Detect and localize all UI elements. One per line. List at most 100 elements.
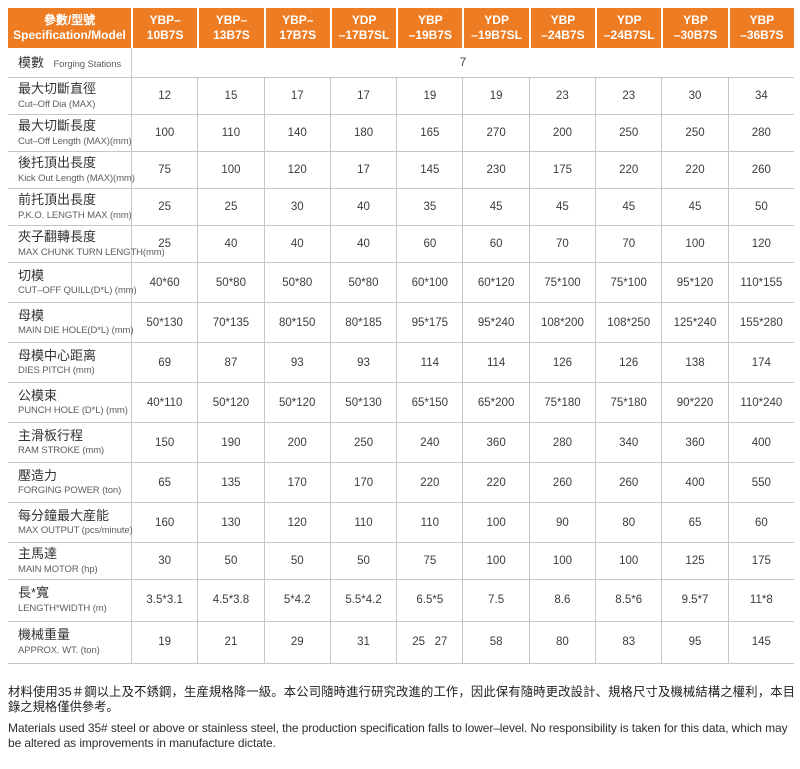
- spec-value-cell: 175: [727, 543, 794, 580]
- spec-value-cell: 34: [727, 78, 794, 115]
- row-label: 機械重量 APPROX. WT. (ton): [8, 622, 131, 664]
- spec-value-cell: 40: [197, 226, 264, 263]
- spec-value-cell: 19: [462, 78, 529, 115]
- spec-value-cell: 29: [263, 621, 330, 664]
- spec-value-cell: 21: [197, 621, 264, 664]
- spec-value-cell: 120: [727, 226, 794, 263]
- spec-value-cell: 50*80: [263, 263, 330, 303]
- spec-value-cell: 40: [263, 226, 330, 263]
- spec-value-cell: 23: [595, 78, 662, 115]
- spec-value-cell: 175: [528, 152, 596, 189]
- spec-value-cell: 87: [197, 343, 264, 383]
- spec-row: 最大切斷直徑 Cut–Off Dia (MAX) 12 15 17 17 19 19 23 23 3…: [8, 78, 794, 115]
- spec-value-cell: 60: [396, 226, 463, 263]
- spec-value-cell: 110: [396, 503, 463, 543]
- spec-value-cell: 17: [329, 78, 397, 115]
- spec-value-cell: 50: [197, 543, 264, 580]
- spec-value-cell: 6.5*5: [396, 579, 463, 622]
- row-label: 母模中心距离 DIES PITCH (mm): [8, 343, 131, 383]
- spec-value-cell: 145: [396, 152, 463, 189]
- row-label-zh: 夾子翻轉長度: [18, 229, 97, 245]
- spec-value-cell: 110*240: [727, 383, 794, 423]
- row-label-en: LENGTH*WIDTH (m): [18, 603, 107, 615]
- spec-value-cell: 140: [263, 115, 330, 152]
- spec-value-cell: 17: [329, 152, 397, 189]
- spec-row: 主馬達 MAIN MOTOR (hp) 30 50 50 50 75 100 100 100 125…: [8, 543, 794, 580]
- row-label: 主馬達 MAIN MOTOR (hp): [8, 543, 131, 580]
- row-label-zh: 切模: [18, 267, 45, 283]
- spec-value-cell: 165: [396, 115, 463, 152]
- spec-value-cell: 174: [727, 343, 794, 383]
- spec-value-cell: 40: [329, 226, 397, 263]
- spec-value-cell: 17: [263, 78, 330, 115]
- spec-value-cell: 250: [661, 115, 728, 152]
- spec-value-cell: 108*200: [528, 303, 596, 343]
- spec-value-cell: 220: [661, 152, 728, 189]
- row-label: 後托頂出長度 Kick Out Length (MAX)(mm): [8, 152, 135, 189]
- spec-model-header: 參數/型號 Specification/Model: [8, 8, 131, 48]
- spec-value-cell: 220: [595, 152, 662, 189]
- spec-row: 主滑板行程 RAM STROKE (mm) 150 190 200 250 240 360 28…: [8, 423, 794, 463]
- spec-value-cell: 260: [727, 152, 794, 189]
- row-label: 母模 MAIN DIE HOLE(D*L) (mm): [8, 303, 134, 343]
- model-header: YDP –24B7SL: [595, 8, 662, 48]
- spec-row: 公模束 PUNCH HOLE (D*L) (mm) 40*110 50*120 50*1…: [8, 383, 794, 423]
- spec-value-cell: 80: [595, 503, 662, 543]
- spec-value-cell: 200: [263, 423, 330, 463]
- spec-value-cell: 400: [727, 423, 794, 463]
- spec-value-cell: 50*80: [329, 263, 397, 303]
- spec-row: 母模 MAIN DIE HOLE(D*L) (mm) 50*130 70*135 80*…: [8, 303, 794, 343]
- spec-value-cell: 130: [197, 503, 264, 543]
- spec-row: 機械重量 APPROX. WT. (ton) 19 21 29 31 25 27 58 80 83…: [8, 621, 794, 664]
- spec-value-cell: 260: [595, 463, 662, 503]
- spec-value-cell: 93: [263, 343, 330, 383]
- spec-value-cell: 75: [396, 543, 463, 580]
- spec-value-cell: 120: [263, 152, 330, 189]
- spec-value-cell: 30: [263, 189, 330, 226]
- spec-value-cell: 23: [528, 78, 596, 115]
- spec-row: 壓造力 FORGING POWER (ton) 65 135 170 170 220 220 2…: [8, 463, 794, 503]
- spec-value-cell: 30: [131, 543, 198, 580]
- spec-value-cell: 220: [462, 463, 529, 503]
- spec-value-cell: 7.5: [462, 579, 529, 622]
- spec-value-cell: 100: [595, 543, 662, 580]
- row-label: 前托頂出長度 P.K.O. LENGTH MAX (mm): [8, 189, 132, 226]
- spec-value-cell: 60: [727, 503, 794, 543]
- spec-value-cell: 190: [197, 423, 264, 463]
- row-label-zh: 主滑板行程: [18, 427, 84, 443]
- spec-value-cell: 230: [462, 152, 529, 189]
- spec-value-cell: 90*220: [661, 383, 728, 423]
- spec-value-cell: 95: [661, 621, 728, 664]
- spec-value-cell: 60*100: [396, 263, 463, 303]
- model-header: YBP–10B7S: [131, 8, 198, 48]
- row-label-en: PUNCH HOLE (D*L) (mm): [18, 405, 128, 417]
- spec-row: 母模中心距离 DIES PITCH (mm) 69 87 93 93 114 114 126 12…: [8, 343, 794, 383]
- spec-value-cell: 80*185: [329, 303, 397, 343]
- spec-value-cell: 250: [329, 423, 397, 463]
- spec-value-cell: 110: [329, 503, 397, 543]
- spec-value-cell: 65*150: [396, 383, 463, 423]
- spec-value-cell: 170: [263, 463, 330, 503]
- row-label: 切模 CUT–OFF QUILL(D*L) (mm): [8, 263, 137, 303]
- spec-value-cell: 80: [528, 621, 596, 664]
- spec-value-cell: 45: [661, 189, 728, 226]
- spec-value-cell: 340: [595, 423, 662, 463]
- model-header: YDP –19B7SL: [462, 8, 529, 48]
- spec-value-cell: 9.5*7: [661, 579, 728, 622]
- spec-value-cell: 100: [528, 543, 596, 580]
- row-label-en: MAX CHUNK TURN LENGTH(mm): [18, 246, 165, 258]
- spec-value-cell: 83: [595, 621, 662, 664]
- spec-value-cell: 30: [661, 78, 728, 115]
- row-label-en: Kick Out Length (MAX)(mm): [18, 172, 135, 184]
- spec-value-cell: 31: [329, 621, 397, 664]
- spec-value-cell: 550: [727, 463, 794, 503]
- row-label: 主滑板行程 RAM STROKE (mm): [8, 423, 131, 463]
- spec-value-cell: 260: [528, 463, 596, 503]
- row-label-zh: 母模中心距离: [18, 347, 97, 363]
- spec-value-cell: 65: [661, 503, 728, 543]
- spec-value-cell: 40*60: [131, 263, 198, 303]
- spec-value-cell: 150: [131, 423, 198, 463]
- spec-value-cell: 95*120: [661, 263, 728, 303]
- spec-value-cell: 80*150: [263, 303, 330, 343]
- spec-value-cell: 65: [131, 463, 198, 503]
